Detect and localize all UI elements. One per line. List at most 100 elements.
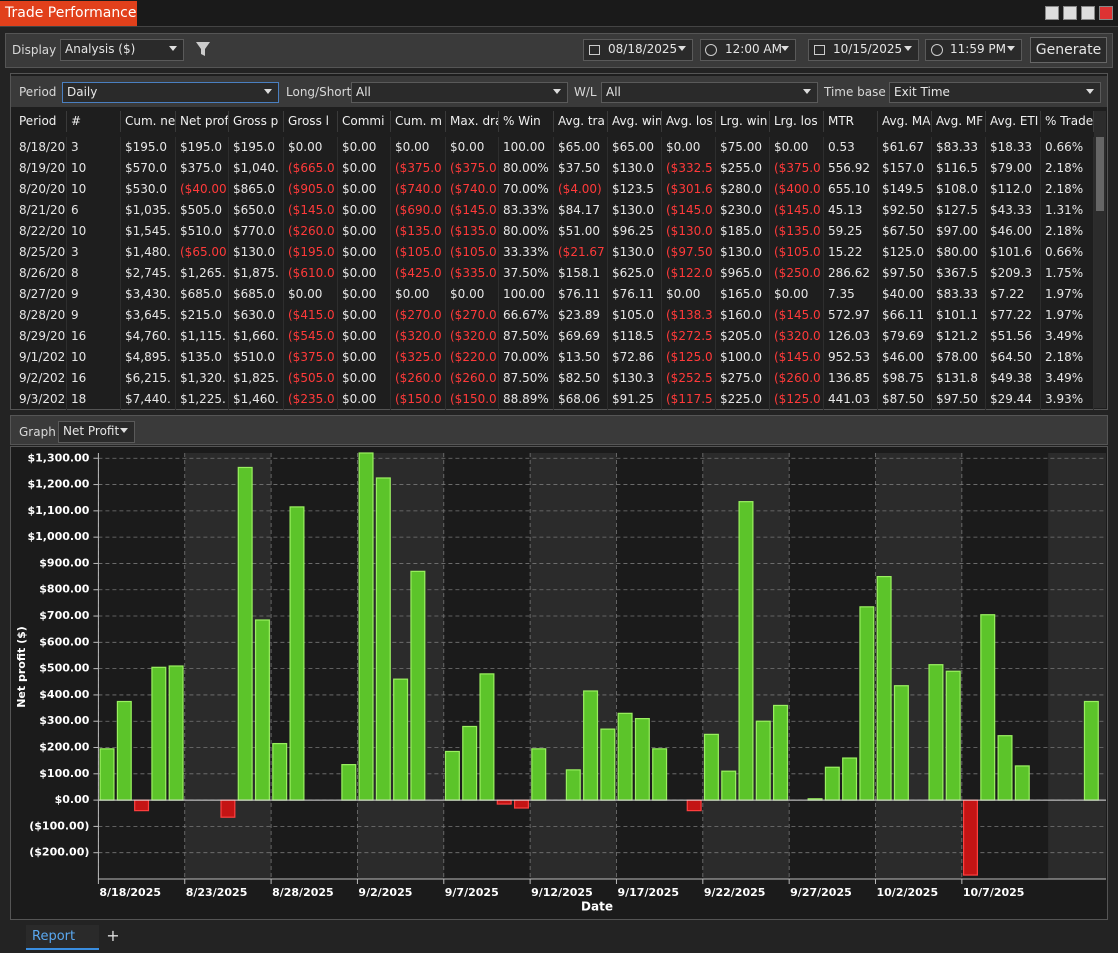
- table-cell: ($4.00): [554, 179, 608, 200]
- table-cell: 2.18%: [1041, 158, 1094, 179]
- table-cell: $0.00: [338, 389, 391, 410]
- wl-select[interactable]: All: [601, 82, 818, 103]
- scrollbar[interactable]: [1094, 111, 1106, 408]
- period-select[interactable]: Daily: [62, 82, 279, 103]
- table-cell: $2,745.: [121, 263, 176, 284]
- table-cell: 8/22/20: [15, 221, 67, 242]
- table-cell: ($117.5: [662, 389, 716, 410]
- table-cell: $4,895.: [121, 347, 176, 368]
- column-header: Commi: [338, 111, 391, 132]
- time-base-select[interactable]: Exit Time: [889, 82, 1101, 103]
- pin-button[interactable]: [1045, 6, 1059, 20]
- column-header: #: [67, 111, 121, 132]
- close-button[interactable]: [1099, 6, 1113, 20]
- table-cell: ($260.0: [770, 368, 824, 389]
- table-cell: $0.00: [284, 137, 338, 158]
- bar: [928, 664, 944, 801]
- table-cell: $1,480.: [121, 242, 176, 263]
- table-cell: $965.0: [716, 263, 770, 284]
- table-cell: 8/27/20: [15, 284, 67, 305]
- minimize-button[interactable]: [1063, 6, 1077, 20]
- table-cell: $685.0: [229, 284, 284, 305]
- end-date[interactable]: 10/15/2025: [808, 39, 919, 61]
- x-tick-label: 9/27/2025: [790, 886, 852, 899]
- table-cell: 10: [67, 347, 121, 368]
- x-tick-label: 9/12/2025: [531, 886, 593, 899]
- maximize-button[interactable]: [1081, 6, 1095, 20]
- table-cell: ($138.3: [662, 305, 716, 326]
- column-header: Avg. MF: [932, 111, 986, 132]
- graph-select[interactable]: Net Profit: [58, 421, 135, 443]
- table-cell: 15.22: [824, 242, 878, 263]
- bar: [444, 750, 460, 801]
- table-cell: $0.00: [338, 200, 391, 221]
- bar: [997, 735, 1013, 801]
- bar: [531, 748, 547, 801]
- table-cell: ($260.0: [391, 368, 446, 389]
- report-tab[interactable]: Report: [26, 925, 99, 950]
- generate-button[interactable]: Generate: [1030, 37, 1107, 63]
- table-cell: $51.00: [554, 221, 608, 242]
- table-cell: 100.00: [499, 284, 554, 305]
- x-tick-label: 9/17/2025: [617, 886, 679, 899]
- start-date[interactable]: 08/18/2025: [583, 39, 693, 61]
- table-cell: 9/2/202: [15, 368, 67, 389]
- end-time[interactable]: 11:59 PM: [925, 39, 1022, 61]
- table-cell: 10: [67, 179, 121, 200]
- table-cell: $130.0: [229, 242, 284, 263]
- table-cell: 70.00%: [499, 347, 554, 368]
- table-cell: $130.0: [608, 242, 662, 263]
- table-cell: 0.53: [824, 137, 878, 158]
- table-cell: $510.0: [176, 221, 229, 242]
- table-cell: $77.22: [986, 305, 1041, 326]
- table-cell: $1,545.: [121, 221, 176, 242]
- table-cell: $195.0: [229, 137, 284, 158]
- table-cell: 8/18/20: [15, 137, 67, 158]
- table-cell: 126.03: [824, 326, 878, 347]
- y-tick-label: $200.00: [39, 741, 89, 754]
- table-cell: 87.50%: [499, 326, 554, 347]
- bar: [410, 570, 426, 801]
- table-cell: 45.13: [824, 200, 878, 221]
- period-label: Period: [19, 85, 57, 99]
- table-cell: $49.38: [986, 368, 1041, 389]
- bar: [893, 685, 909, 801]
- column-header: Max. dra: [446, 111, 499, 132]
- table-cell: $0.00: [338, 242, 391, 263]
- table-cell: 16: [67, 368, 121, 389]
- table-cell: $0.00: [338, 284, 391, 305]
- table-cell: $97.50: [932, 389, 986, 410]
- bar: [254, 619, 270, 801]
- table-cell: $0.00: [770, 137, 824, 158]
- table-cell: 136.85: [824, 368, 878, 389]
- table-cell: $127.5: [932, 200, 986, 221]
- y-tick-label: $700.00: [39, 609, 89, 622]
- column-header: % Trade: [1041, 111, 1094, 132]
- table-cell: $79.69: [878, 326, 932, 347]
- bar: [773, 704, 789, 801]
- table-cell: $1,040.: [229, 158, 284, 179]
- table-cell: ($150.0: [446, 389, 499, 410]
- table-cell: $280.0: [716, 179, 770, 200]
- long-short-select[interactable]: All: [351, 82, 568, 103]
- table-cell: $131.8: [932, 368, 986, 389]
- add-tab[interactable]: +: [106, 926, 120, 945]
- table-cell: ($21.67: [554, 242, 608, 263]
- table-cell: 441.03: [824, 389, 878, 410]
- table-cell: $13.50: [554, 347, 608, 368]
- bar: [168, 665, 184, 801]
- table-cell: 16: [67, 326, 121, 347]
- start-time[interactable]: 12:00 AM: [700, 39, 796, 61]
- table-cell: $78.00: [932, 347, 986, 368]
- bar: [600, 728, 616, 801]
- table-cell: $101.1: [932, 305, 986, 326]
- y-tick-label: $0.00: [55, 793, 90, 806]
- table-cell: $37.50: [554, 158, 608, 179]
- table-cell: ($40.00: [176, 179, 229, 200]
- filter-icon[interactable]: [195, 41, 211, 57]
- table-cell: $98.75: [878, 368, 932, 389]
- table-cell: ($145.0: [770, 200, 824, 221]
- time-base-label: Time base: [824, 85, 886, 99]
- bar: [462, 725, 478, 801]
- display-select[interactable]: Analysis ($): [60, 39, 184, 61]
